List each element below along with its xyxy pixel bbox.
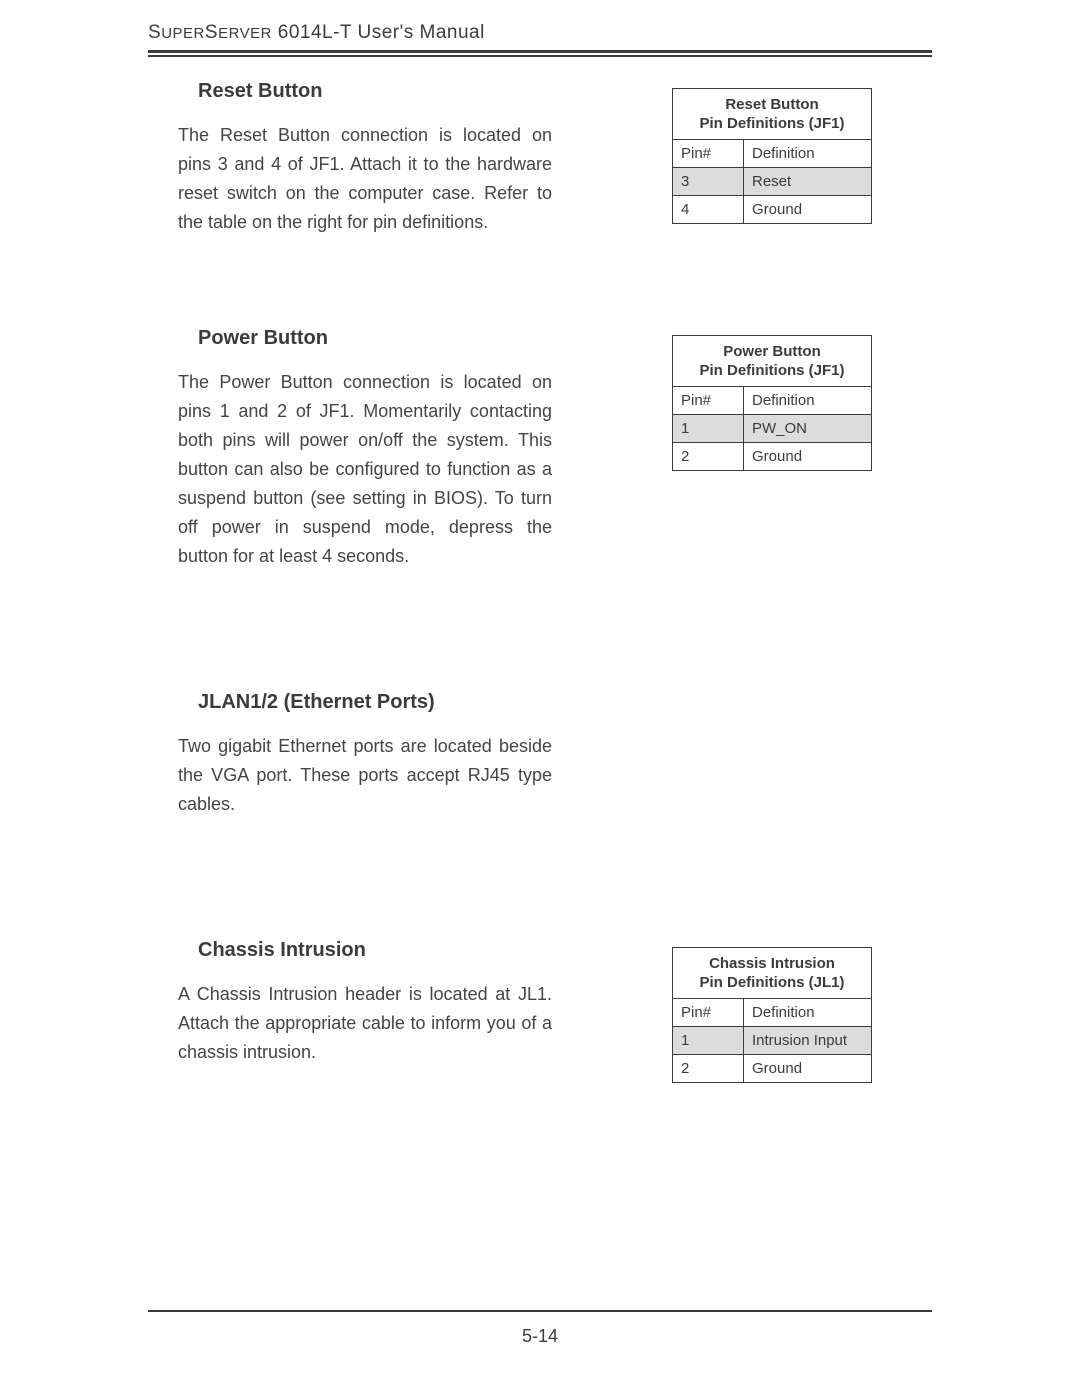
section-heading: JLAN1/2 (Ethernet Ports) [198, 691, 558, 714]
pin-table-chassis: Chassis Intrusion Pin Definitions (JL1) … [672, 947, 872, 1083]
table-row: 2 Ground [673, 1055, 872, 1083]
page-footer: 5-14 [148, 1310, 932, 1347]
section-table-wrap: Power Button Pin Definitions (JF1) Pin# … [672, 327, 872, 471]
table-title-line1: Power Button [723, 343, 821, 360]
header-text-rest: 6014L-T User's Manual [272, 22, 485, 43]
section-heading: Power Button [198, 327, 558, 350]
table-column-header-row: Pin# Definition [673, 999, 872, 1027]
header-text-small2: ERVER [218, 25, 272, 42]
table-row: 2 Ground [673, 443, 872, 471]
col-header-def: Definition [744, 387, 872, 415]
table-title-line2: Pin Definitions (JL1) [699, 974, 844, 991]
section-body: A Chassis Intrusion header is located at… [178, 980, 558, 1067]
page-content: Reset Button The Reset Button connection… [148, 80, 932, 1287]
section-body: The Reset Button connection is located o… [178, 121, 558, 237]
section-table-wrap: Reset Button Pin Definitions (JF1) Pin# … [672, 80, 872, 224]
section-heading: Chassis Intrusion [198, 939, 558, 962]
col-header-def: Definition [744, 999, 872, 1027]
cell-def: Reset [744, 168, 872, 196]
manual-page: SUPERSERVER 6014L-T User's Manual Reset … [0, 0, 1080, 1397]
table-row: 1 PW_ON [673, 415, 872, 443]
table-column-header-row: Pin# Definition [673, 140, 872, 168]
cell-pin: 1 [673, 415, 744, 443]
table-column-header-row: Pin# Definition [673, 387, 872, 415]
section-text: Reset Button The Reset Button connection… [148, 80, 558, 237]
section-text: JLAN1/2 (Ethernet Ports) Two gigabit Eth… [148, 691, 558, 819]
pin-table-reset: Reset Button Pin Definitions (JF1) Pin# … [672, 88, 872, 224]
section-reset-button: Reset Button The Reset Button connection… [148, 80, 932, 237]
section-heading: Reset Button [198, 80, 558, 103]
table-row: 4 Ground [673, 196, 872, 224]
cell-pin: 3 [673, 168, 744, 196]
section-power-button: Power Button The Power Button connection… [148, 327, 932, 571]
col-header-pin: Pin# [673, 387, 744, 415]
cell-def: Ground [744, 1055, 872, 1083]
table-title-line1: Reset Button [725, 96, 818, 113]
cell-def: Intrusion Input [744, 1027, 872, 1055]
table-title-line2: Pin Definitions (JF1) [699, 115, 844, 132]
table-row: 3 Reset [673, 168, 872, 196]
cell-pin: 2 [673, 1055, 744, 1083]
table-title: Power Button Pin Definitions (JF1) [673, 336, 872, 387]
header-text-cap2: S [205, 22, 218, 43]
cell-def: Ground [744, 443, 872, 471]
page-header: SUPERSERVER 6014L-T User's Manual [148, 22, 932, 57]
section-chassis-intrusion: Chassis Intrusion A Chassis Intrusion he… [148, 939, 932, 1083]
cell-def: Ground [744, 196, 872, 224]
col-header-pin: Pin# [673, 140, 744, 168]
header-title: SUPERSERVER 6014L-T User's Manual [148, 22, 932, 44]
cell-pin: 4 [673, 196, 744, 224]
cell-pin: 1 [673, 1027, 744, 1055]
section-body: Two gigabit Ethernet ports are located b… [178, 732, 558, 819]
section-body: The Power Button connection is located o… [178, 368, 558, 571]
cell-pin: 2 [673, 443, 744, 471]
table-title-line2: Pin Definitions (JF1) [699, 362, 844, 379]
header-text-small1: UPER [161, 25, 205, 42]
table-title: Chassis Intrusion Pin Definitions (JL1) [673, 948, 872, 999]
table-row: 1 Intrusion Input [673, 1027, 872, 1055]
table-title-line1: Chassis Intrusion [709, 955, 835, 972]
header-text-cap1: S [148, 22, 161, 43]
col-header-pin: Pin# [673, 999, 744, 1027]
cell-def: PW_ON [744, 415, 872, 443]
footer-rule [148, 1310, 932, 1312]
section-table-wrap: Chassis Intrusion Pin Definitions (JL1) … [672, 939, 872, 1083]
section-text: Chassis Intrusion A Chassis Intrusion he… [148, 939, 558, 1067]
col-header-def: Definition [744, 140, 872, 168]
header-rule [148, 50, 932, 57]
pin-table-power: Power Button Pin Definitions (JF1) Pin# … [672, 335, 872, 471]
table-title: Reset Button Pin Definitions (JF1) [673, 89, 872, 140]
page-number: 5-14 [148, 1326, 932, 1347]
section-jlan: JLAN1/2 (Ethernet Ports) Two gigabit Eth… [148, 691, 932, 819]
section-text: Power Button The Power Button connection… [148, 327, 558, 571]
